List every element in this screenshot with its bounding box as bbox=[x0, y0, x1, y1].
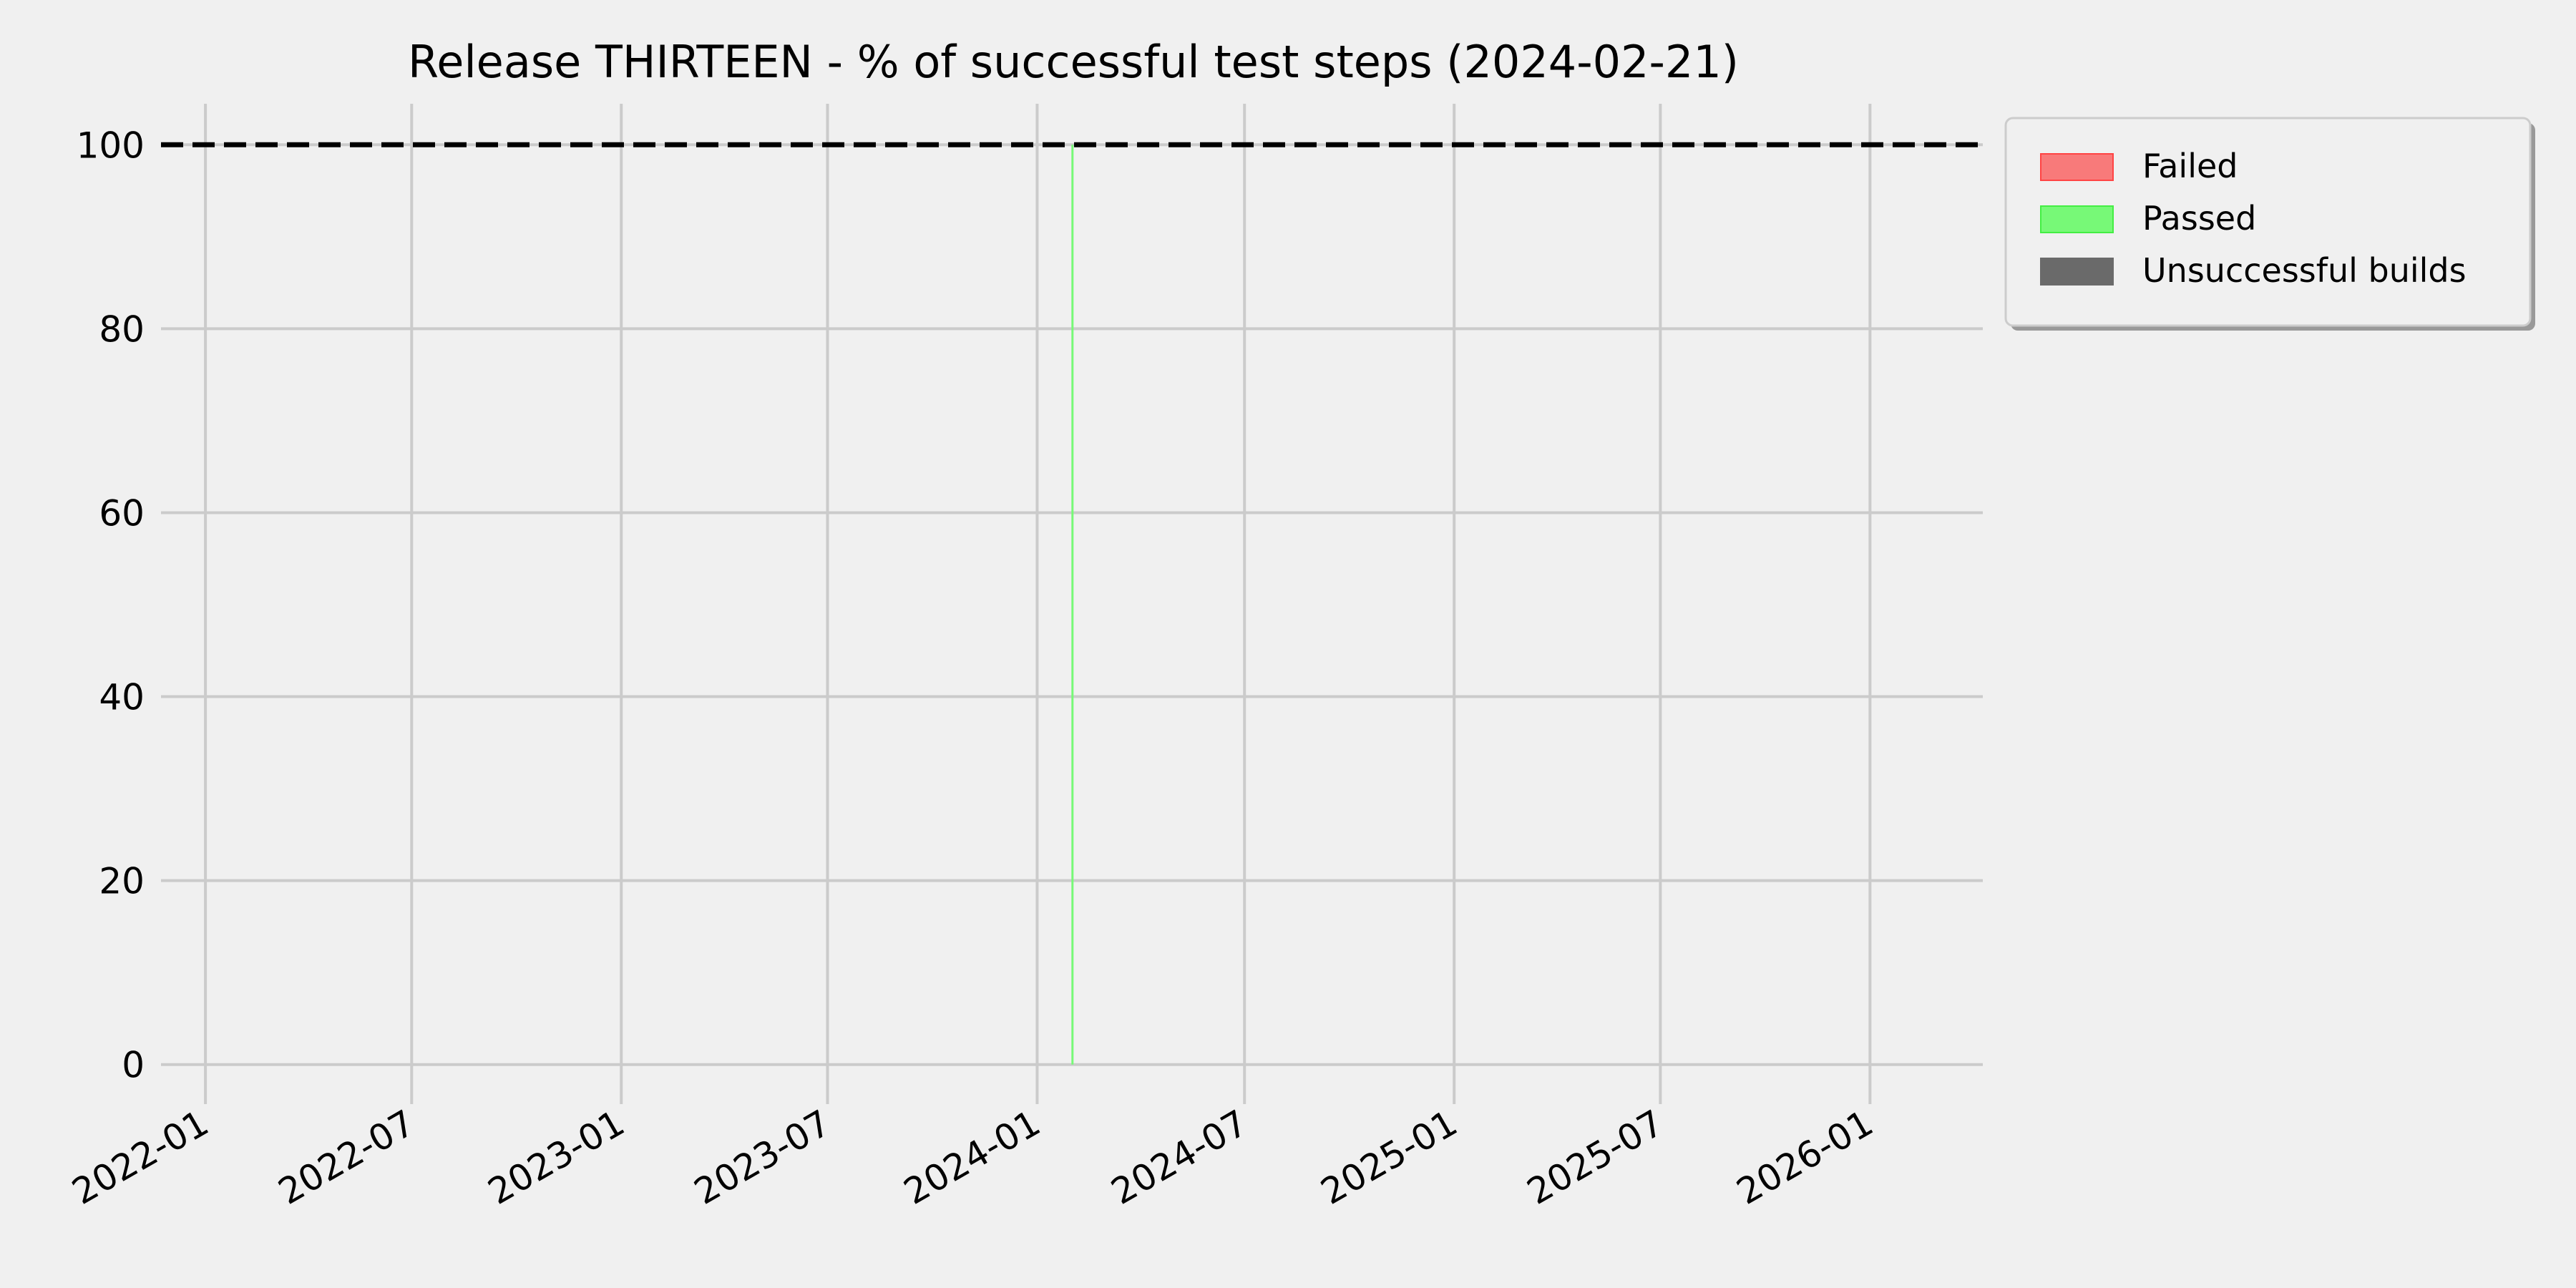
legend-swatch bbox=[2040, 153, 2114, 181]
legend-label: Failed bbox=[2142, 147, 2238, 185]
legend: Failed Passed Unsuccessful builds bbox=[2004, 117, 2535, 331]
y-axis: 0 20 40 60 80 100 bbox=[77, 125, 145, 1085]
legend-label: Unsuccessful builds bbox=[2142, 251, 2467, 290]
y-tick-label: 20 bbox=[99, 861, 145, 902]
y-tick-label: 40 bbox=[99, 677, 145, 718]
legend-swatch bbox=[2040, 258, 2114, 286]
y-tick-label: 60 bbox=[99, 492, 145, 534]
y-tick-label: 0 bbox=[122, 1045, 145, 1086]
y-tick-label: 100 bbox=[77, 125, 145, 166]
y-tick-label: 80 bbox=[99, 308, 145, 350]
legend-box bbox=[2004, 117, 2532, 327]
chart-title: Release THIRTEEN - % of successful test … bbox=[408, 36, 1739, 88]
data-marks bbox=[161, 142, 1983, 1065]
bar-passed bbox=[1071, 145, 1074, 1065]
legend-swatch bbox=[2040, 205, 2114, 233]
legend-label: Passed bbox=[2142, 199, 2256, 238]
